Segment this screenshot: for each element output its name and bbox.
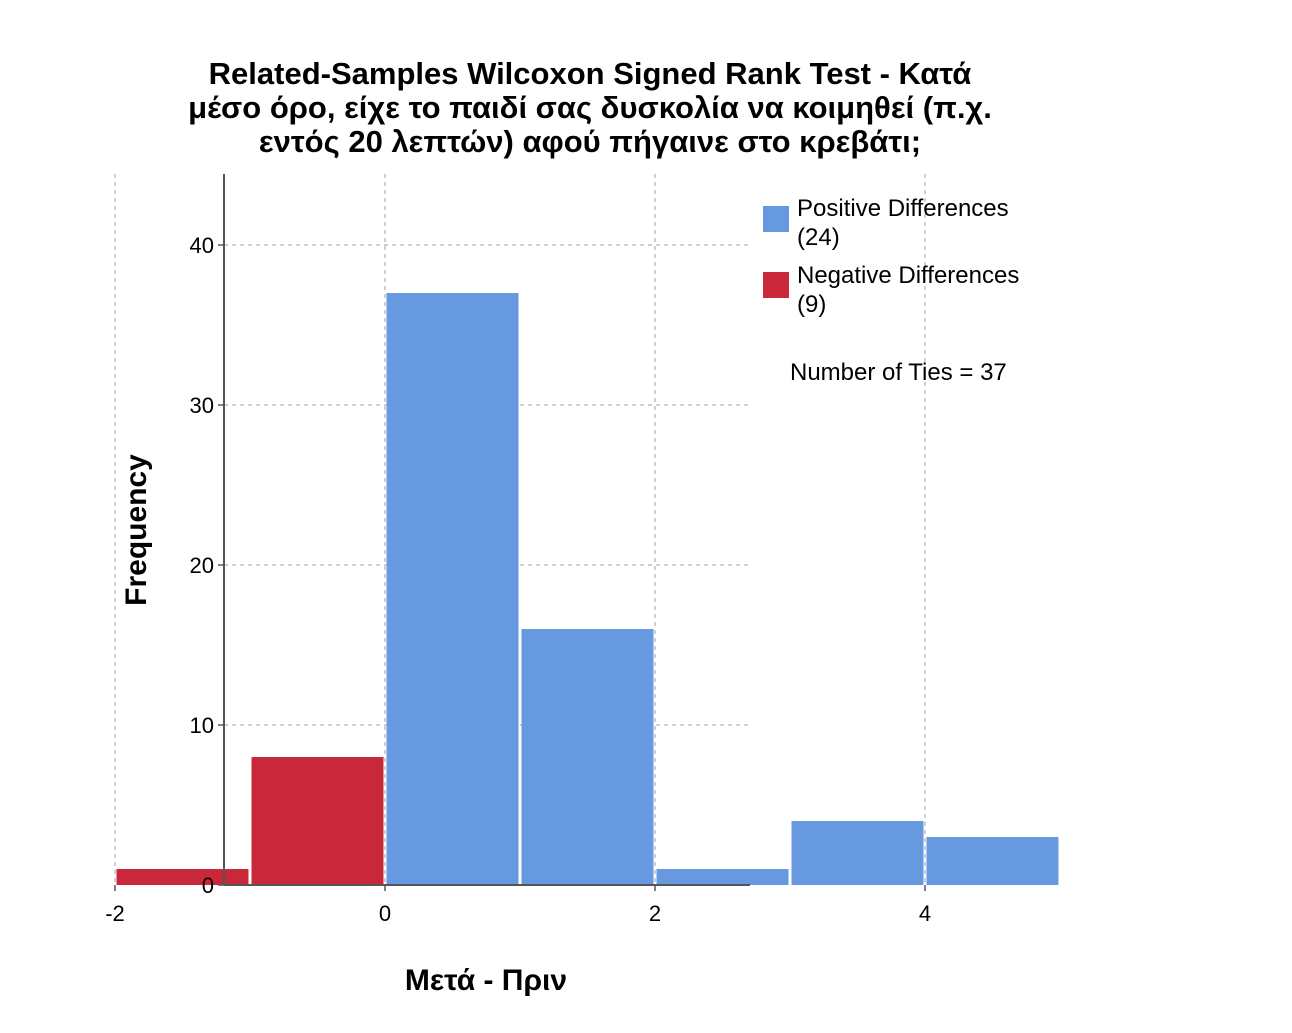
bar-layer [116,293,1059,885]
x-tick-label: -2 [105,901,125,926]
ties-annotation: Number of Ties = 37 [790,359,1007,386]
y-tick-label: 30 [190,393,214,418]
bar-positive [791,821,924,885]
legend-swatch-negative [763,272,789,298]
y-tick-label: 20 [190,553,214,578]
axis-layer: 0 10 20 30 40 -2 0 2 4 [105,174,931,926]
legend-count-negative: (9) [797,291,826,318]
bar-negative [116,869,249,885]
legend: Positive Differences (24) Negative Diffe… [763,195,1019,318]
legend-label-negative: Negative Differences [797,262,1019,289]
legend-label-positive: Positive Differences [797,195,1009,222]
bar-positive [386,293,519,885]
bar-negative [251,757,384,885]
chart-title-line-1: Related-Samples Wilcoxon Signed Rank Tes… [209,56,972,91]
y-tick-label: 0 [202,873,214,898]
x-tick-label: 2 [649,901,661,926]
chart-title-line-2: μέσο όρο, είχε το παιδί σας δυσκολία να … [188,90,992,125]
x-axis-label: Μετά - Πριν [405,964,567,997]
chart-title-line-3: εντός 20 λεπτών) αφού πήγαινε στο κρεβάτ… [259,124,921,159]
legend-swatch-positive [763,206,789,232]
bar-positive [656,869,789,885]
y-axis-label: Frequency [120,454,153,606]
bar-positive [521,629,654,885]
legend-count-positive: (24) [797,224,840,251]
x-tick-label: 0 [379,901,391,926]
y-tick-label: 10 [190,713,214,738]
grid-layer [114,174,926,885]
y-tick-label: 40 [190,233,214,258]
x-tick-label: 4 [919,901,931,926]
bar-positive [926,837,1059,885]
chart-title: Related-Samples Wilcoxon Signed Rank Tes… [188,56,992,159]
